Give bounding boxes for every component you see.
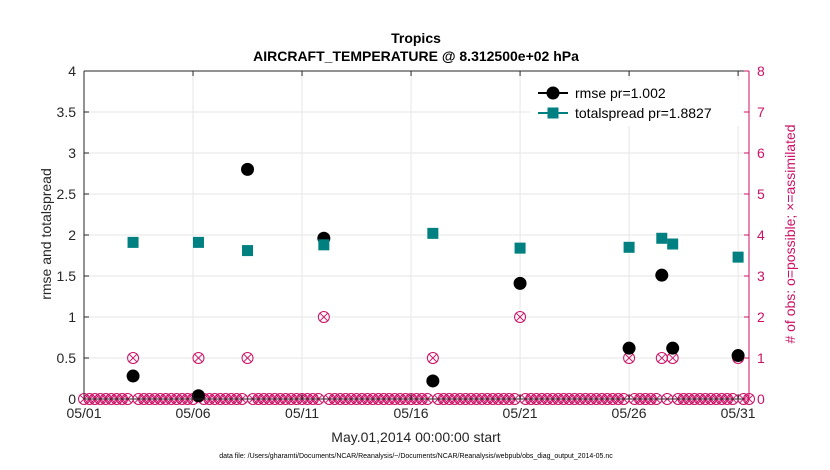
chart-subtitle: AIRCRAFT_TEMPERATURE @ 8.312500e+02 hPa — [253, 48, 579, 64]
rmse-point — [731, 349, 745, 363]
y-tick-label-left: 3.5 — [57, 104, 77, 120]
obs-assimilated-marker — [428, 353, 438, 363]
y-tick-label-right: 6 — [757, 145, 765, 161]
totalspread-point — [192, 236, 204, 248]
obs-possible-marker — [127, 352, 140, 364]
totalspread-point — [427, 227, 439, 239]
y-tick-label-right: 0 — [757, 391, 765, 407]
x-tick-label: 05/31 — [721, 405, 756, 421]
obs-assimilated-marker — [193, 353, 204, 363]
y-tick-label-right: 5 — [757, 186, 765, 202]
axes: 05/01 05/06 05/11 05/16 05/21 05/26 05/3100.51… — [57, 63, 765, 421]
obs-assimilated-marker — [515, 312, 525, 322]
legend-box — [530, 80, 742, 126]
obs-assimilated-marker — [128, 353, 138, 363]
obs-possible-marker — [426, 352, 439, 364]
y-tick-label-left: 3 — [68, 145, 76, 161]
totalspread-point — [318, 239, 330, 251]
y-tick-label-right: 1 — [757, 350, 765, 366]
y-tick-label-right: 7 — [757, 104, 765, 120]
y-axis-label-left: rmse and totalspread — [38, 168, 54, 300]
rmse-point — [666, 341, 680, 355]
y-tick-label-right: 2 — [757, 309, 765, 325]
x-tick-label: 05/26 — [612, 405, 647, 421]
totalspread-point — [667, 238, 679, 250]
obs-possible-marker — [192, 352, 205, 364]
y-axis-label-right: # of obs: o=possible; ×=assimilated — [782, 124, 798, 343]
obs-assimilated-marker — [657, 353, 667, 363]
y-tick-label-right: 3 — [757, 268, 765, 284]
legend-rmse-label: rmse pr=1.002 — [575, 85, 666, 101]
totalspread-point — [732, 251, 744, 263]
footer-data-file: data file: /Users/gharamti/Documents/NCA… — [219, 453, 613, 460]
obs-assimilated-marker — [668, 353, 678, 363]
obs-possible-marker — [317, 311, 330, 323]
y-tick-label-right: 4 — [757, 227, 765, 243]
y-tick-label-left: 0.5 — [57, 350, 77, 366]
y-tick-label-left: 4 — [68, 63, 76, 79]
rmse-point — [126, 369, 140, 383]
totalspread-point — [656, 232, 668, 244]
legend-totalspread-marker — [547, 107, 559, 119]
rmse-point — [191, 389, 205, 403]
legend-rmse-marker — [546, 86, 560, 100]
rmse-point — [426, 374, 440, 388]
x-tick-label: 05/06 — [175, 405, 210, 421]
rmse-point — [513, 276, 527, 290]
legend: rmse pr=1.002 totalspread pr=1.8827 — [530, 80, 742, 126]
y-tick-label-left: 2 — [68, 227, 76, 243]
totalspread-point — [127, 236, 139, 248]
totalspread-point — [514, 242, 526, 254]
obs-assimilated-marker — [242, 353, 253, 363]
legend-totalspread-label: totalspread pr=1.8827 — [575, 105, 712, 121]
y-tick-label-left: 2.5 — [57, 186, 77, 202]
y-tick-label-right: 8 — [757, 63, 765, 79]
totalspread-point — [623, 241, 635, 253]
y-tick-label-left: 1.5 — [57, 268, 77, 284]
y-tick-label-left: 0 — [68, 391, 76, 407]
obs-assimilated-marker — [624, 353, 634, 363]
x-tick-label: 05/01 — [66, 405, 101, 421]
data-markers — [126, 162, 745, 403]
rmse-point — [655, 268, 669, 282]
chart-title: Tropics — [391, 30, 441, 46]
obs-possible-marker — [514, 311, 527, 323]
obs-assimilated-marker — [319, 312, 329, 322]
x-tick-label: 05/16 — [394, 405, 429, 421]
totalspread-point — [242, 245, 254, 257]
x-tick-label: 05/11 — [285, 405, 319, 421]
x-tick-label: 05/21 — [503, 405, 538, 421]
rmse-point — [241, 162, 255, 176]
y-tick-label-left: 1 — [68, 309, 76, 325]
x-axis-label: May.01,2014 00:00:00 start — [331, 429, 501, 445]
obs-possible-marker — [241, 352, 254, 364]
rmse-point — [622, 341, 636, 355]
